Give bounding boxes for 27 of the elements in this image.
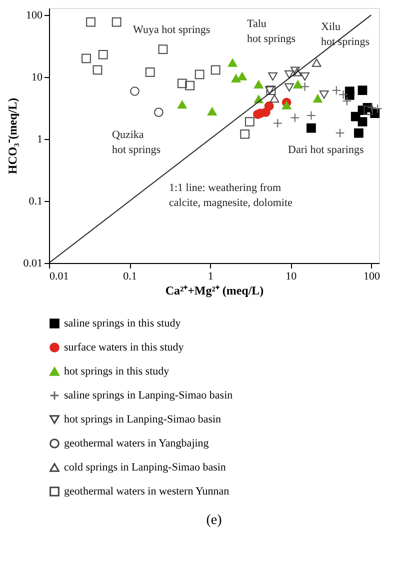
x-tick-label: 0.01 [50,270,69,282]
y-axis-title: HCO₃⁻(meq/L) [5,98,20,174]
legend-label: surface waters in this study [64,342,184,354]
x-tick-label: 100 [363,270,380,282]
annotation: Xilu hot springs [321,21,370,48]
x-tick-label: 0.1 [123,270,137,282]
annotation: Talu hot springs [247,18,296,45]
legend-label: geothermal waters in Yangbajing [64,438,210,450]
legend-label: saline springs in this study [64,318,182,330]
y-tick-label: 1 [37,134,42,146]
y-tick-label: 0.1 [28,196,42,208]
x-tick-label: 10 [286,270,298,282]
legend-label: cold springs in Lanping-Simao basin [64,462,226,474]
y-tick-label: 10 [32,72,43,84]
x-tick-label: 1 [208,270,214,282]
annotation: Quzika hot springs [112,129,161,156]
legend-label: hot springs in this study [64,366,170,378]
legend-label: geothermal waters in western Yunnan [64,486,230,498]
legend-label: saline springs in Lanping-Simao basin [64,390,234,402]
annotation: Wuya hot springs [133,24,210,36]
y-tick-label: 100 [26,10,43,22]
x-axis-title: Ca²⁺+Mg²⁺ (meq/L) [165,284,264,298]
annotation: 1:1 line: weathering from calcite, magnesite, dolomite [169,182,293,209]
text: (e) [206,513,222,528]
annotation: Dari hot sparings [288,144,364,156]
legend-label: hot springs in Lanping-Simao basin [64,414,222,426]
y-tick-label: 0.01 [23,258,42,270]
